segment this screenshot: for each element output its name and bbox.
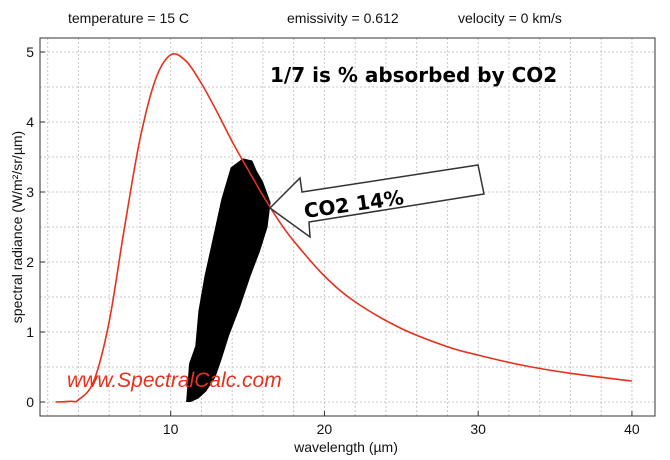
temperature-label: temperature = 15 C xyxy=(68,10,189,26)
x-axis-label: wavelength (µm) xyxy=(293,439,398,455)
y-axis-label: spectral radiance (W/m²/sr/µm) xyxy=(9,131,25,323)
headline-annotation: 1/7 is % absorbed by CO2 xyxy=(270,63,557,87)
x-tick-label: 30 xyxy=(470,421,486,437)
grid xyxy=(40,38,655,416)
radiance-series-line xyxy=(55,53,633,403)
absorption-region-layer xyxy=(178,158,271,402)
y-tick-label: 3 xyxy=(26,184,34,200)
y-tick-label: 5 xyxy=(26,44,34,60)
watermark-text: www.SpectralCalc.com xyxy=(67,369,282,392)
emissivity-label: emissivity = 0.612 xyxy=(287,10,399,26)
arrow-annotation: CO2 14% xyxy=(268,164,485,239)
velocity-label: velocity = 0 km/s xyxy=(458,10,562,26)
y-tick-label: 1 xyxy=(26,324,34,340)
arrow-shape xyxy=(268,164,485,239)
y-tick-label: 0 xyxy=(26,394,34,410)
y-tick-label: 2 xyxy=(26,254,34,270)
plot-frame xyxy=(39,37,656,417)
y-tick-label: 4 xyxy=(26,114,34,130)
x-tick-label: 20 xyxy=(317,421,333,437)
tick-labels: 10 20 30 40 0 1 2 3 4 5 xyxy=(26,44,640,437)
x-tick-label: 40 xyxy=(624,421,640,437)
co2-absorption-region xyxy=(178,158,271,402)
x-tick-label: 10 xyxy=(163,421,179,437)
series-line-layer xyxy=(55,53,633,403)
